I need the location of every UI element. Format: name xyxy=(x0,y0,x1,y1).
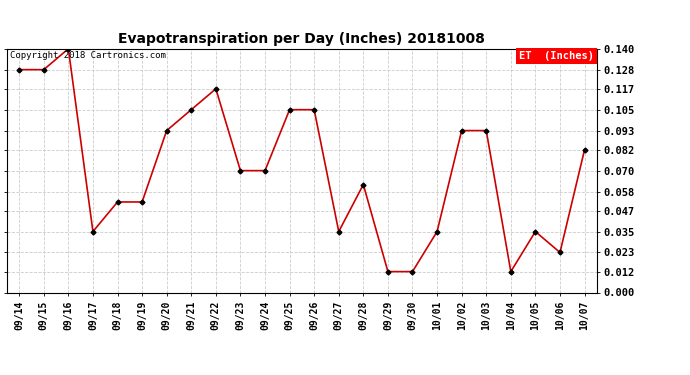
Text: Copyright 2018 Cartronics.com: Copyright 2018 Cartronics.com xyxy=(10,51,166,60)
Text: ET  (Inches): ET (Inches) xyxy=(519,51,594,61)
Title: Evapotranspiration per Day (Inches) 20181008: Evapotranspiration per Day (Inches) 2018… xyxy=(119,32,485,46)
